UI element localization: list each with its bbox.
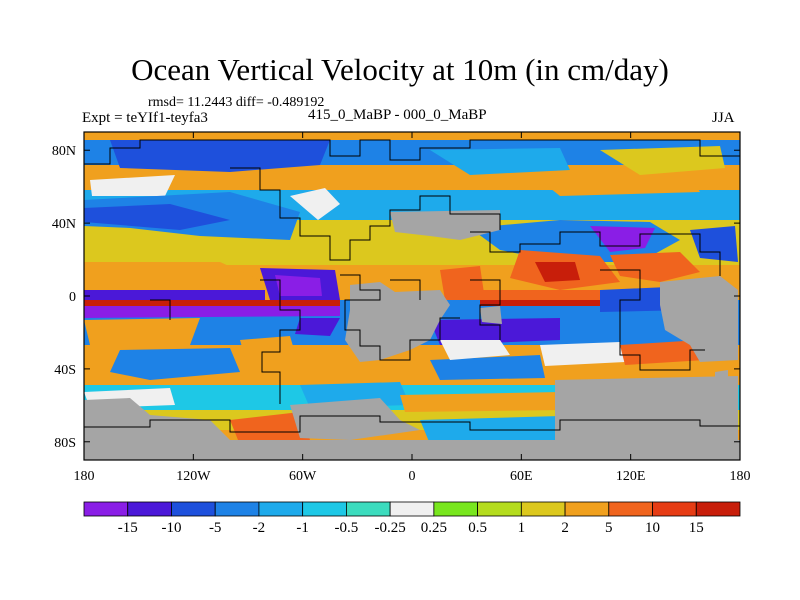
x-tick-label: 60W xyxy=(289,469,317,484)
field-blob xyxy=(540,342,625,366)
field-blob xyxy=(275,275,322,296)
y-axis: 80N 40N 0 40S 80S xyxy=(52,144,740,451)
field-blob xyxy=(440,340,510,360)
colorbar-swatch xyxy=(127,501,172,517)
colorbar-label: -10 xyxy=(161,520,181,536)
land-mass xyxy=(84,398,230,440)
colorbar-label: -1 xyxy=(296,520,309,536)
y-tick-label: 40N xyxy=(52,217,76,232)
colorbar-swatch xyxy=(520,501,566,517)
colorbar-swatch xyxy=(302,501,347,517)
colorbar-label: -0.5 xyxy=(335,520,359,536)
x-tick-label: 120W xyxy=(176,469,211,484)
x-tick-label: 120E xyxy=(616,469,646,484)
field-blob xyxy=(84,290,265,300)
colorbar-label: 2 xyxy=(561,520,569,536)
colorbar-label: 0.25 xyxy=(421,520,447,536)
field-blob xyxy=(84,300,340,306)
land-mass xyxy=(345,282,450,362)
field-blob xyxy=(110,348,240,380)
field-blob xyxy=(84,318,200,345)
land-mass xyxy=(480,306,502,324)
field-blob xyxy=(430,355,545,380)
x-tick-label: 0 xyxy=(409,469,416,484)
y-tick-label: 80N xyxy=(52,144,76,159)
land-mass xyxy=(84,440,740,460)
colorbar-swatch xyxy=(608,501,653,517)
field-blob xyxy=(480,300,600,306)
chart-title: Ocean Vertical Velocity at 10m (in cm/da… xyxy=(131,52,669,87)
x-tick-label: 60E xyxy=(510,469,533,484)
colorbar-swatch xyxy=(652,501,697,517)
land-mass xyxy=(555,376,738,460)
colorbar-swatch xyxy=(564,501,610,517)
colorbar-swatch xyxy=(695,501,741,517)
colorbar-swatch xyxy=(389,501,435,517)
colorbar-label: 15 xyxy=(689,520,704,536)
stats-line: rmsd= 11.2443 diff= -0.489192 xyxy=(148,95,325,110)
colorbar-swatch xyxy=(171,501,216,517)
field-blob xyxy=(110,140,330,172)
colorbar-label: -2 xyxy=(253,520,266,536)
field-blob xyxy=(290,188,340,220)
field-blob xyxy=(240,336,300,376)
colorbar-label: -0.25 xyxy=(375,520,406,536)
colorbar-label: 0.5 xyxy=(468,520,487,536)
field-blob xyxy=(84,262,260,282)
map-field xyxy=(84,132,740,460)
field-blob xyxy=(84,204,230,230)
colorbar-swatch xyxy=(258,501,304,517)
field-blob xyxy=(90,175,175,196)
y-tick-label: 80S xyxy=(54,436,76,451)
colorbar-swatch xyxy=(477,501,522,517)
colorbar-swatch xyxy=(433,501,479,517)
field-blob xyxy=(430,318,560,345)
chart-subtitle: 415_0_MaBP - 000_0_MaBP xyxy=(308,107,487,123)
colorbar-swatch xyxy=(345,501,391,517)
colorbar-label: 1 xyxy=(518,520,526,536)
colorbar-label: -15 xyxy=(118,520,138,536)
experiment-label: Expt = teYIf1-teyfa3 xyxy=(82,110,208,126)
x-tick-label: 180 xyxy=(730,469,751,484)
field-blob xyxy=(400,392,565,412)
field-blob xyxy=(690,226,738,262)
field-blob xyxy=(540,176,700,196)
field-blob xyxy=(600,146,725,175)
land-mass xyxy=(290,398,420,440)
land-mass xyxy=(660,276,738,362)
x-axis: 180 120W 60W 0 60E 120E 180 xyxy=(74,132,751,484)
colorbar-label: 5 xyxy=(605,520,613,536)
land-mass xyxy=(715,370,728,382)
field-blob xyxy=(620,340,705,365)
season-label: JJA xyxy=(712,110,735,126)
field-blob xyxy=(295,318,340,336)
colorbar-label: -5 xyxy=(209,520,222,536)
colorbar-swatch xyxy=(83,501,129,517)
field-blob xyxy=(84,306,340,318)
field-blob xyxy=(230,412,310,445)
field-blob xyxy=(430,148,570,175)
field-blob xyxy=(440,266,485,300)
y-tick-label: 40S xyxy=(54,363,76,378)
colorbar-label: 10 xyxy=(645,520,660,536)
coastlines xyxy=(84,139,740,433)
field-blob xyxy=(610,252,700,282)
field-blob xyxy=(535,262,580,282)
y-tick-label: 0 xyxy=(69,290,76,305)
colorbar-swatch xyxy=(214,501,260,517)
x-tick-label: 180 xyxy=(74,469,95,484)
colorbar: -15 -10 -5 -2 -1 -0.5 -0.25 0.25 0.5 1 2 5 10 15 xyxy=(83,501,741,536)
field-blob xyxy=(480,290,600,300)
